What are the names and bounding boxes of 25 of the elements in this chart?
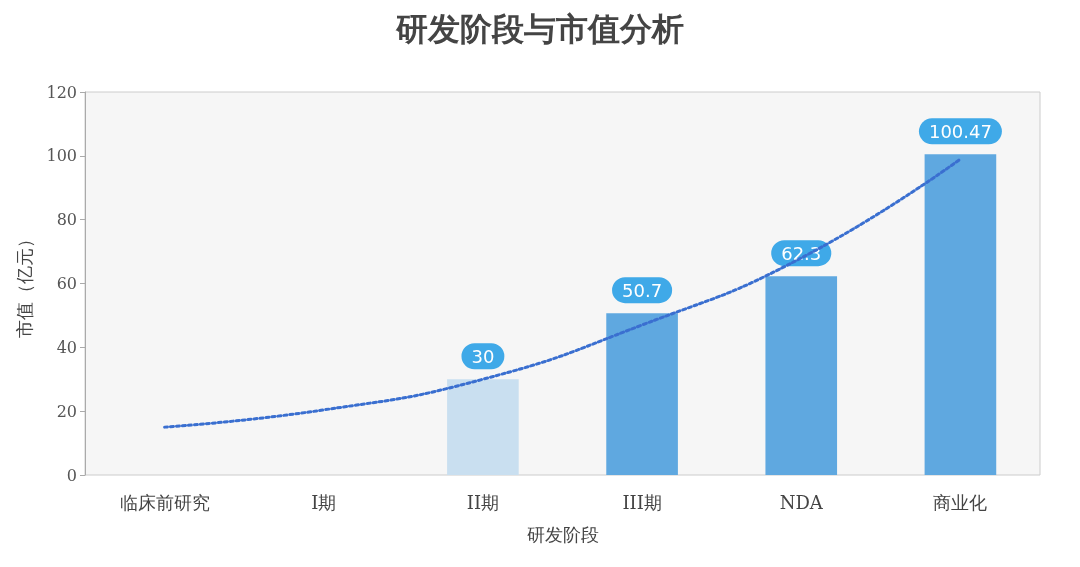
bar <box>765 276 838 475</box>
data-label: 100.47 <box>928 120 992 142</box>
bar <box>924 154 997 475</box>
y-tick-label: 120 <box>46 82 77 102</box>
x-tick-label: III期 <box>622 491 662 513</box>
y-tick-label: 20 <box>56 401 77 421</box>
y-tick-label: 60 <box>56 274 77 293</box>
y-tick-label: 100 <box>46 146 77 166</box>
y-tick-label: 0 <box>66 465 77 485</box>
x-tick-label: I期 <box>311 491 337 513</box>
x-tick-label: 商业化 <box>933 491 988 513</box>
data-label: 50.7 <box>622 279 663 301</box>
bar <box>447 379 519 475</box>
y-tick-label: 40 <box>56 337 77 357</box>
x-tick-label: NDA <box>779 491 824 513</box>
x-tick-label: II期 <box>466 491 500 513</box>
chart-title: 研发阶段与市值分析 <box>395 10 684 48</box>
y-tick-label: 80 <box>56 210 77 230</box>
line-series <box>163 157 962 429</box>
bar <box>606 313 678 475</box>
y-axis-title: 市值（亿元） <box>13 229 35 338</box>
x-tick-label: 临床前研究 <box>119 491 210 513</box>
data-label: 62.3 <box>781 242 822 264</box>
data-label: 30 <box>471 345 495 367</box>
x-axis-title: 研发阶段 <box>526 523 599 545</box>
